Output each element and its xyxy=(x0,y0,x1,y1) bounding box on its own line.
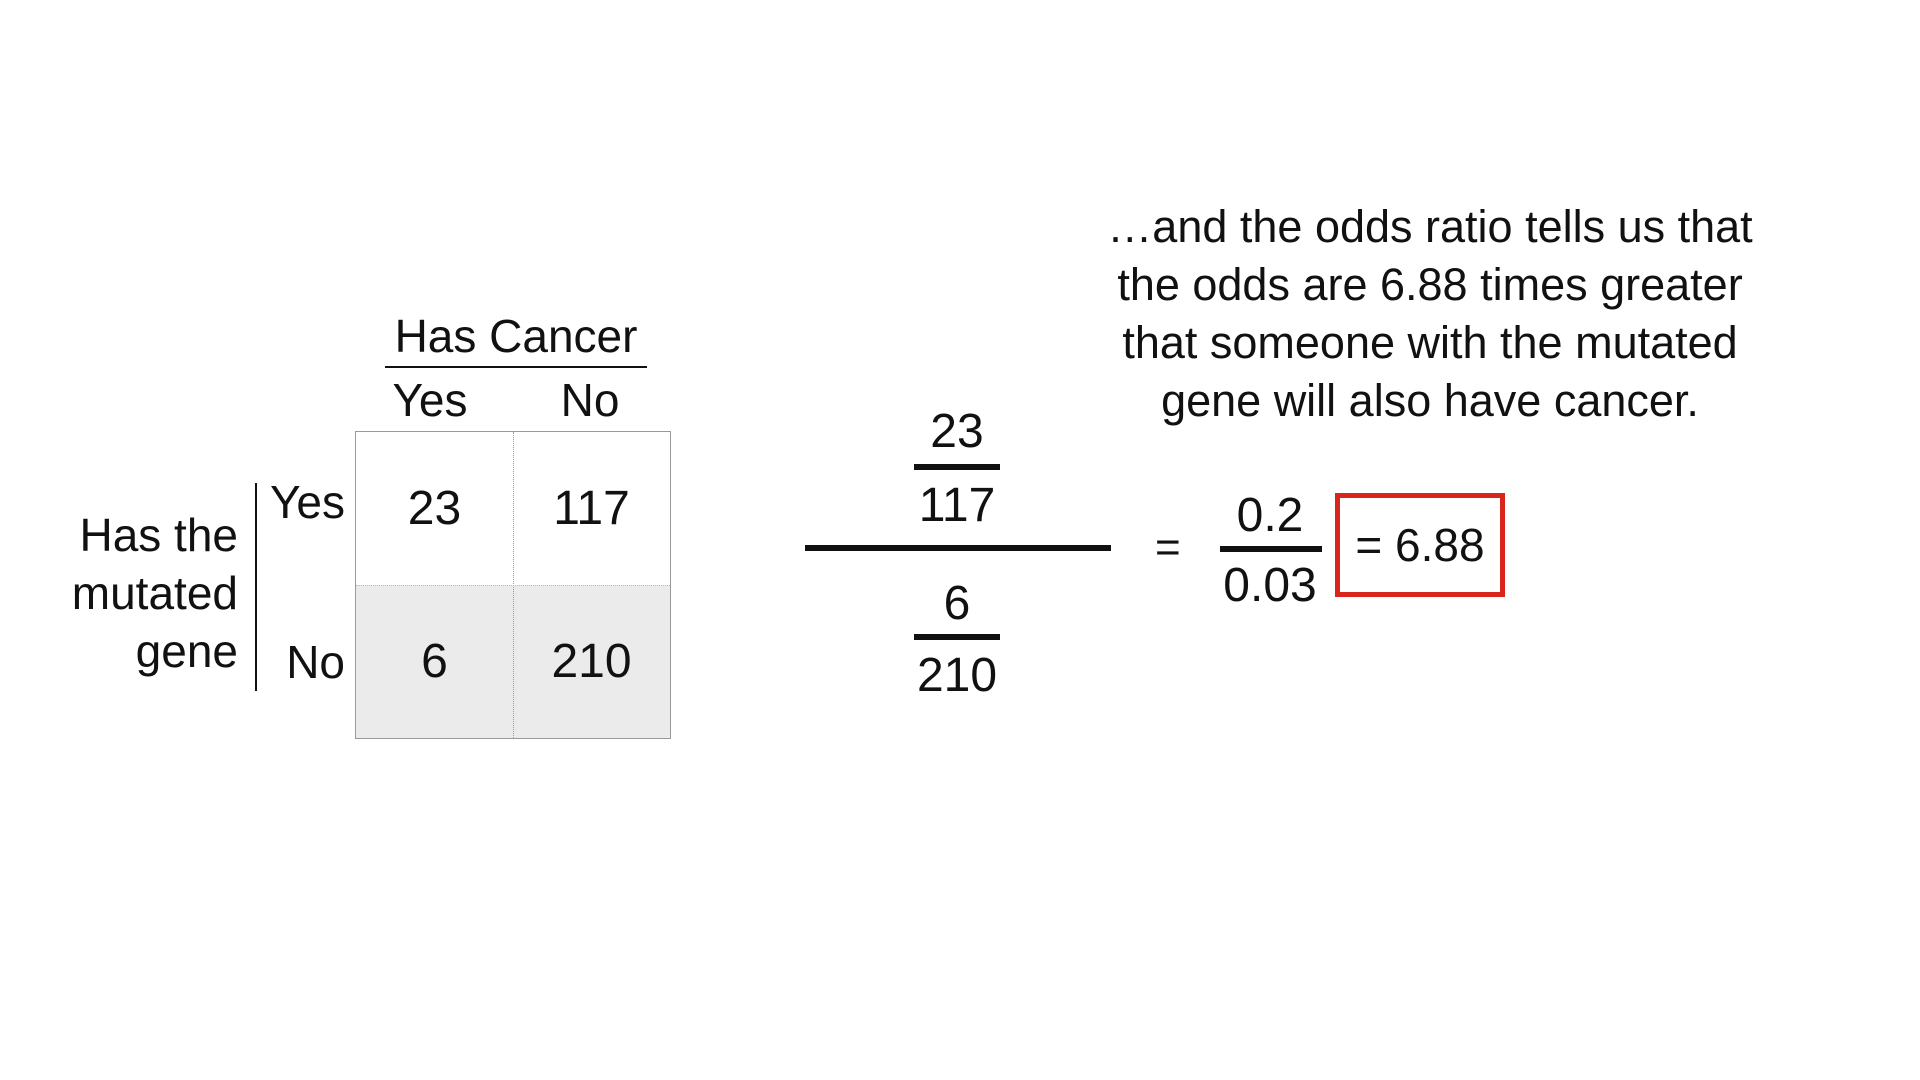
bottom-numerator: 6 xyxy=(943,577,971,630)
top-numerator: 23 xyxy=(930,405,984,458)
cell-no-no: 210 xyxy=(513,585,670,738)
cell-yes-yes: 23 xyxy=(407,482,462,535)
row-header: Has the mutated gene xyxy=(30,506,238,680)
simplified-denominator: 0.03 xyxy=(1223,559,1317,612)
caption-line-4: gene will also have cancer. xyxy=(1161,375,1699,426)
contingency-table: 23 117 6 210 xyxy=(355,431,671,739)
row-label-yes: Yes xyxy=(269,476,345,528)
row-header-divider xyxy=(255,483,257,691)
row-header-line-2: mutated xyxy=(71,567,238,619)
caption-line-2: the odds are 6.88 times greater xyxy=(1117,259,1743,310)
top-denominator: 117 xyxy=(918,479,996,532)
top-fraction-bar xyxy=(914,464,1000,470)
simplified-fraction-bar xyxy=(1220,546,1322,552)
cell-yes-no: 117 xyxy=(553,482,630,535)
result-highlight-box: = 6.88 xyxy=(1335,493,1505,597)
column-header: Has Cancer xyxy=(394,310,638,362)
column-label-no: No xyxy=(560,374,620,426)
row-label-no: No xyxy=(286,636,345,688)
caption-line-3: that someone with the mutated xyxy=(1122,317,1738,368)
table-horizontal-divider xyxy=(356,585,670,586)
equals-sign: = xyxy=(1155,523,1181,572)
row-header-line-3: gene xyxy=(135,625,238,677)
bottom-denominator: 210 xyxy=(916,649,998,702)
odds-ratio-result: = 6.88 xyxy=(1355,519,1485,571)
bottom-fraction-bar xyxy=(914,634,1000,640)
caption-line-1: …and the odds ratio tells us that xyxy=(1107,201,1753,252)
caption: …and the odds ratio tells us that the od… xyxy=(1030,198,1830,430)
simplified-numerator: 0.2 xyxy=(1236,489,1304,542)
column-label-yes: Yes xyxy=(392,374,468,426)
cell-no-yes: 6 xyxy=(356,585,513,738)
main-fraction-bar xyxy=(805,545,1111,551)
column-header-underline xyxy=(385,366,647,368)
row-header-line-1: Has the xyxy=(79,509,238,561)
